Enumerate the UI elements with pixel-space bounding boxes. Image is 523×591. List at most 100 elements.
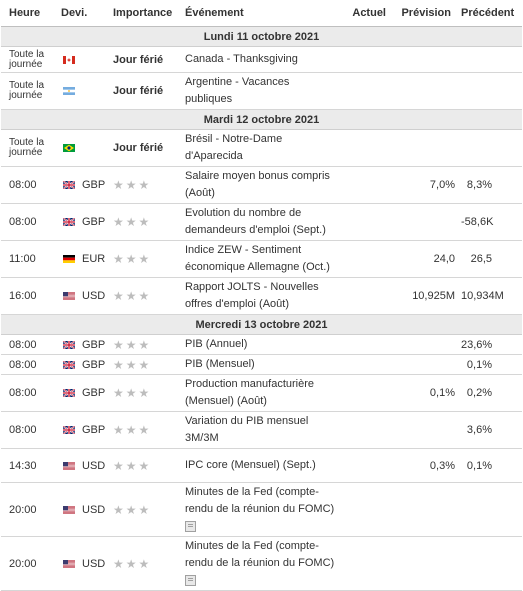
event-cell[interactable]: Production manufacturière (Mensuel) (Aoû… [185, 374, 338, 412]
event-previous: 0,2% [461, 374, 522, 412]
event-currency: EUR [82, 253, 106, 265]
event-cell[interactable]: Minutes de la Fed (compte-rendu de la ré… [185, 482, 338, 537]
uk-flag-icon [63, 389, 75, 398]
event-row[interactable]: 08:00 GBP ★★★ Variation du PIB mensuel 3M/3… [1, 411, 522, 449]
event-currency-cell: GBP [61, 374, 113, 412]
event-cell[interactable]: Brésil - Notre-Dame d'Aparecida [185, 129, 338, 167]
event-forecast [390, 411, 461, 449]
event-name[interactable]: IPC core (Mensuel) (Sept.) [185, 459, 316, 471]
event-currency-cell: USD [61, 277, 113, 315]
event-time: 08:00 [1, 354, 61, 375]
importance-stars: ★★★ [113, 374, 185, 412]
event-time: 16:00 [1, 277, 61, 315]
event-cell[interactable]: Argentine - Vacances publiques [185, 72, 338, 110]
event-time: 14:30 [1, 448, 61, 483]
document-icon[interactable] [185, 520, 196, 532]
event-previous [461, 482, 522, 537]
event-forecast [390, 334, 461, 355]
event-name[interactable]: PIB (Annuel) [185, 338, 248, 350]
event-forecast [390, 354, 461, 375]
event-currency-cell: USD [61, 482, 113, 537]
event-row[interactable]: 16:00 USD ★★★ Rapport JOLTS - Nouvelles off… [1, 277, 522, 315]
event-forecast [390, 129, 461, 167]
col-header-actual[interactable]: Actuel [338, 0, 390, 27]
document-icon[interactable] [185, 574, 196, 586]
event-forecast [390, 482, 461, 537]
importance-stars: ★★★ [113, 411, 185, 449]
event-row[interactable]: 08:00 GBP ★★★ Salaire moyen bonus compris (… [1, 166, 522, 204]
event-row[interactable]: 08:00 GBP ★★★ Evolution du nombre de demand… [1, 203, 522, 241]
event-name[interactable]: Minutes de la Fed (compte-rendu de la ré… [185, 540, 335, 569]
usa-flag-icon [63, 559, 75, 568]
event-previous: 23,6% [461, 334, 522, 355]
event-row[interactable]: Toute la journée Jour férié Argentine - Va… [1, 72, 522, 110]
event-cell[interactable]: Rapport JOLTS - Nouvelles offres d'emplo… [185, 277, 338, 315]
usa-flag-icon [63, 292, 75, 301]
event-row[interactable]: 20:00 USD ★★★ Minutes de la Fed (compte-ren… [1, 536, 522, 591]
event-cell[interactable]: Variation du PIB mensuel 3M/3M [185, 411, 338, 449]
event-time: 08:00 [1, 411, 61, 449]
col-header-time[interactable]: Heure [1, 0, 61, 27]
event-cell[interactable]: PIB (Annuel) [185, 334, 338, 355]
event-name[interactable]: Canada - Thanksgiving [185, 53, 298, 65]
event-previous: 8,3% [461, 166, 522, 204]
event-name[interactable]: Production manufacturière (Mensuel) (Aoû… [185, 378, 315, 407]
event-name[interactable]: Evolution du nombre de demandeurs d'empl… [185, 207, 326, 236]
event-name[interactable]: Argentine - Vacances publiques [185, 76, 290, 105]
event-cell[interactable]: Evolution du nombre de demandeurs d'empl… [185, 203, 338, 241]
usa-flag-icon [63, 505, 75, 514]
event-row[interactable]: Toute la journée Jour férié Canada - Thank… [1, 46, 522, 73]
event-actual [338, 334, 390, 355]
col-header-forecast[interactable]: Prévision [390, 0, 461, 27]
event-currency-cell: GBP [61, 354, 113, 375]
event-row[interactable]: 08:00 GBP ★★★ PIB (Mensuel) 0,1% [1, 354, 522, 375]
event-actual [338, 482, 390, 537]
event-time: 08:00 [1, 203, 61, 241]
col-header-previous[interactable]: Précédent [461, 0, 522, 27]
importance-stars: ★★★ [113, 536, 185, 591]
uk-flag-icon [63, 426, 75, 435]
event-cell[interactable]: Indice ZEW - Sentiment économique Allema… [185, 240, 338, 278]
event-cell[interactable]: Salaire moyen bonus compris (Août) [185, 166, 338, 204]
day-header-row: Mardi 12 octobre 2021 [1, 109, 522, 130]
event-previous: 3,6% [461, 411, 522, 449]
event-previous: 0,1% [461, 448, 522, 483]
event-name[interactable]: Indice ZEW - Sentiment économique Allema… [185, 244, 330, 273]
col-header-currency[interactable]: Devi. [61, 0, 113, 27]
event-actual [338, 46, 390, 73]
event-currency-cell: GBP [61, 166, 113, 204]
event-row[interactable]: 08:00 GBP ★★★ Production manufacturière (Me… [1, 374, 522, 412]
event-name[interactable]: Salaire moyen bonus compris (Août) [185, 170, 330, 199]
event-currency-cell [61, 72, 113, 110]
importance-stars: ★★★ [113, 334, 185, 355]
holiday-label: Jour férié [113, 72, 185, 110]
event-cell[interactable]: IPC core (Mensuel) (Sept.) [185, 448, 338, 483]
event-name[interactable]: Rapport JOLTS - Nouvelles offres d'emplo… [185, 281, 319, 310]
germany-flag-icon [63, 255, 75, 264]
col-header-importance[interactable]: Importance [113, 0, 185, 27]
event-row[interactable]: 11:00 EUR ★★★ Indice ZEW - Sentiment économ… [1, 240, 522, 278]
event-row[interactable]: 20:00 USD ★★★ Minutes de la Fed (compte-ren… [1, 482, 522, 537]
event-row[interactable]: Toute la journée Jour férié Brésil - Notre… [1, 129, 522, 167]
event-row[interactable]: 08:00 GBP ★★★ PIB (Annuel) 23,6% [1, 334, 522, 355]
event-actual [338, 129, 390, 167]
event-currency: USD [82, 459, 106, 472]
event-currency: USD [82, 557, 106, 570]
event-previous: 0,1% [461, 354, 522, 375]
col-header-event[interactable]: Événement [185, 0, 338, 27]
event-forecast: 0,3% [390, 448, 461, 483]
event-currency-cell: GBP [61, 334, 113, 355]
importance-stars: ★★★ [113, 203, 185, 241]
event-previous: -58,6K [461, 203, 522, 241]
event-previous: 26,5 [461, 240, 522, 278]
event-row[interactable]: 14:30 USD ★★★ IPC core (Mensuel) (Sept.) 0,3… [1, 448, 522, 483]
event-cell[interactable]: Minutes de la Fed (compte-rendu de la ré… [185, 536, 338, 591]
event-name[interactable]: PIB (Mensuel) [185, 358, 255, 370]
event-time: Toute la journée [1, 72, 61, 110]
event-currency: USD [82, 290, 106, 302]
event-name[interactable]: Brésil - Notre-Dame d'Aparecida [185, 133, 283, 162]
event-cell[interactable]: Canada - Thanksgiving [185, 46, 338, 73]
event-previous [461, 129, 522, 167]
event-name[interactable]: Variation du PIB mensuel 3M/3M [185, 415, 309, 444]
event-cell[interactable]: PIB (Mensuel) [185, 354, 338, 375]
